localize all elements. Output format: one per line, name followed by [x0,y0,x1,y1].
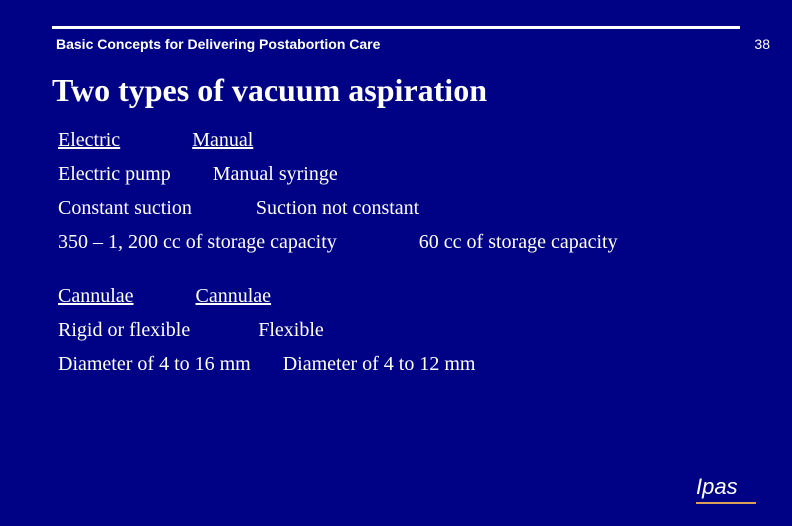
section2-row2-col2: Diameter of 4 to 12 mm [283,353,476,375]
section2-row1-col2: Flexible [258,319,324,341]
section1-row1: Electric pump Manual syringe [58,164,618,184]
section2-row2-col1: Diameter of 4 to 16 mm [58,353,251,375]
logo-underline [696,502,756,504]
section2-headers: Cannulae Cannulae [58,286,618,306]
header-rule [52,26,740,29]
section2-row2: Diameter of 4 to 16 mm Diameter of 4 to … [58,354,618,374]
logo-text: Ipas [696,474,738,499]
page-number: 38 [754,36,770,52]
section1-row1-col1: Electric pump [58,163,171,185]
header-label: Basic Concepts for Delivering Postaborti… [56,36,380,52]
section1-row2: Constant suction Suction not constant [58,198,618,218]
section1-row3-col2: 60 cc of storage capacity [419,231,618,253]
section1-row2-col1: Constant suction [58,197,192,219]
section1-col1-header: Electric [58,129,120,151]
slide-title: Two types of vacuum aspiration [52,72,487,109]
section2-col2-header: Cannulae [196,285,272,307]
content-body: Electric Manual Electric pump Manual syr… [58,130,618,388]
ipas-logo: Ipas [696,474,756,504]
section1-row3: 350 – 1, 200 cc of storage capacity 60 c… [58,232,618,252]
section1-headers: Electric Manual [58,130,618,150]
section1-row2-col2: Suction not constant [256,197,419,219]
section2-col1-header: Cannulae [58,285,134,307]
section1-row3-col1: 350 – 1, 200 cc of storage capacity [58,231,337,253]
section2-row1-col1: Rigid or flexible [58,319,190,341]
section2-row1: Rigid or flexible Flexible [58,320,618,340]
section1-row1-col2: Manual syringe [213,163,338,185]
section1-col2-header: Manual [192,129,253,151]
